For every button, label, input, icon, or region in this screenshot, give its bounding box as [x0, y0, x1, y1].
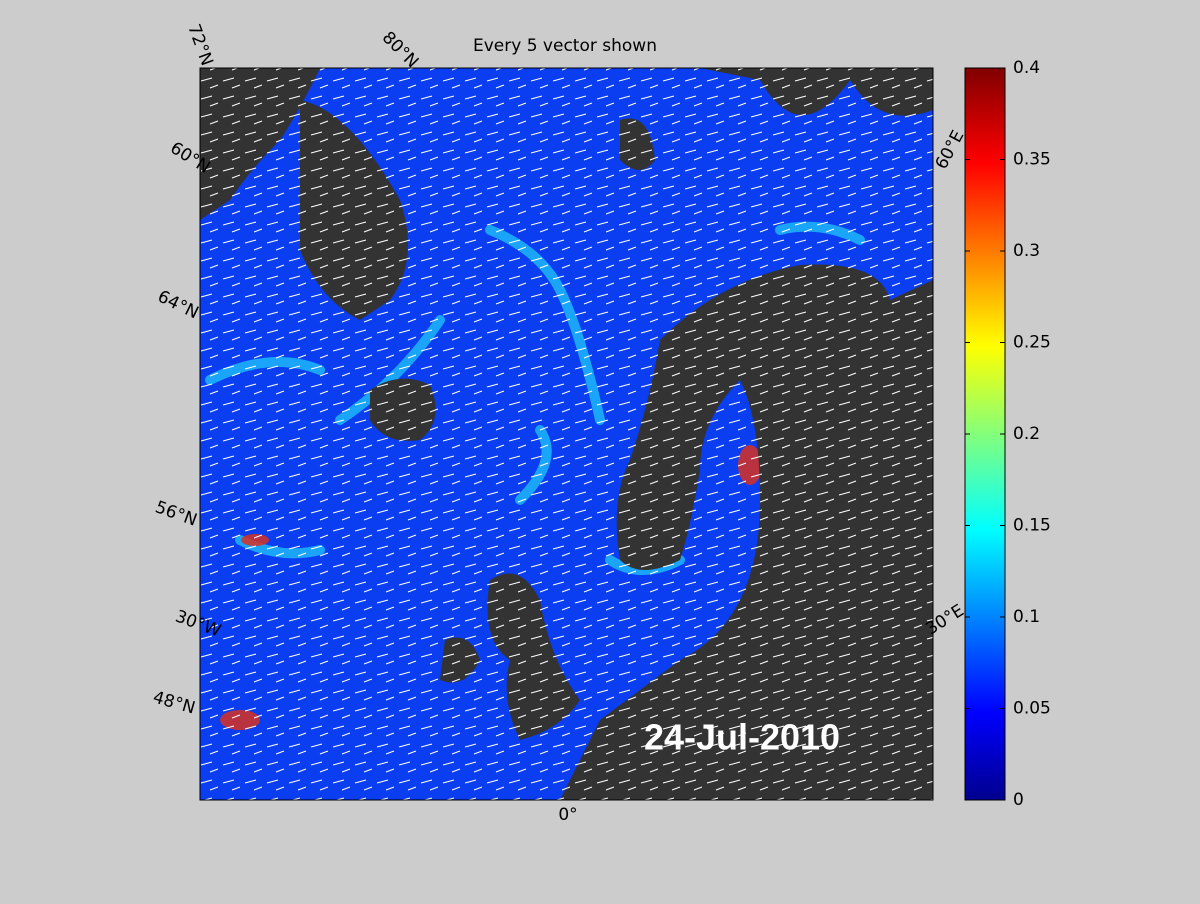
colorbar-tick-label: 0.2: [1013, 424, 1040, 444]
lon-label: 0°: [558, 805, 577, 825]
vector-field: [200, 68, 933, 800]
colorbar-tick-label: 0.1: [1013, 607, 1040, 627]
colorbar-tick-label: 0.15: [1013, 516, 1051, 536]
colorbar-tick-label: 0.05: [1013, 699, 1051, 719]
colorbar-tick-label: 0.25: [1013, 333, 1051, 353]
map: [200, 68, 933, 800]
colorbar-tick-label: 0: [1013, 790, 1024, 810]
title: Every 5 vector shown: [473, 36, 657, 56]
colorbar-tick-label: 0.3: [1013, 241, 1040, 261]
date-label: 24-Jul-2010: [644, 717, 840, 758]
colorbar-tick-label: 0.4: [1013, 58, 1040, 78]
colorbar: [964, 67, 1006, 801]
map-frame: [199, 67, 934, 801]
colorbar-tick-label: 0.35: [1013, 150, 1051, 170]
